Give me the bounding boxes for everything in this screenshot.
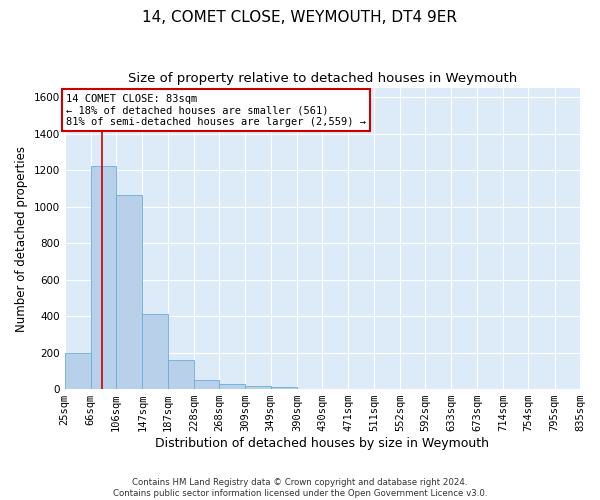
Bar: [219, 384, 245, 389]
Bar: [91, 166, 116, 389]
Bar: [142, 314, 168, 389]
Bar: [116, 195, 142, 389]
Bar: [194, 380, 219, 389]
Bar: [168, 360, 194, 389]
Title: Size of property relative to detached houses in Weymouth: Size of property relative to detached ho…: [128, 72, 517, 86]
Bar: [65, 352, 91, 389]
Y-axis label: Number of detached properties: Number of detached properties: [15, 146, 28, 332]
Text: 14, COMET CLOSE, WEYMOUTH, DT4 9ER: 14, COMET CLOSE, WEYMOUTH, DT4 9ER: [143, 10, 458, 25]
Text: 14 COMET CLOSE: 83sqm
← 18% of detached houses are smaller (561)
81% of semi-det: 14 COMET CLOSE: 83sqm ← 18% of detached …: [66, 94, 366, 126]
Text: Contains HM Land Registry data © Crown copyright and database right 2024.
Contai: Contains HM Land Registry data © Crown c…: [113, 478, 487, 498]
X-axis label: Distribution of detached houses by size in Weymouth: Distribution of detached houses by size …: [155, 437, 490, 450]
Bar: [245, 386, 271, 389]
Bar: [271, 388, 297, 389]
